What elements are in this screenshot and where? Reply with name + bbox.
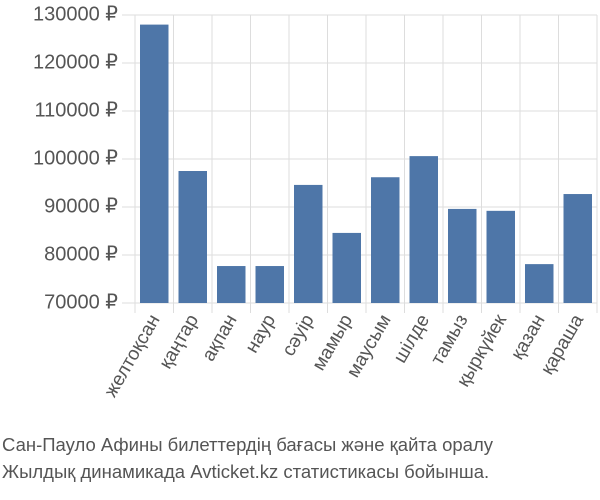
x-tick-label: қаңтар xyxy=(155,311,203,373)
x-tick-label: желтоқсан xyxy=(101,311,165,401)
y-tick-label: 80000 ₽ xyxy=(44,243,118,265)
bar xyxy=(178,171,207,303)
chart-title: Сан-Пауло Афины билеттердің бағасы және … xyxy=(2,434,494,455)
bar xyxy=(255,266,284,303)
bar xyxy=(448,208,477,303)
x-tick-label: сәуір xyxy=(278,311,318,360)
bar xyxy=(371,177,400,303)
bar xyxy=(140,24,169,303)
bar xyxy=(563,194,592,303)
y-tick-label: 130000 ₽ xyxy=(33,3,118,25)
bar xyxy=(486,210,515,303)
y-tick-label: 100000 ₽ xyxy=(33,147,118,169)
bar xyxy=(217,266,246,303)
y-tick-label: 110000 ₽ xyxy=(34,99,118,121)
y-tick-label: 90000 ₽ xyxy=(44,195,118,217)
x-tick-label: ақпан xyxy=(198,311,241,365)
bar xyxy=(332,232,361,303)
y-tick-label: 120000 ₽ xyxy=(33,51,118,73)
chart-subtitle: Жылдық динамикада Avticket.kz статистика… xyxy=(2,461,489,482)
bar xyxy=(294,184,323,303)
x-tick-label: наур xyxy=(242,311,281,357)
y-tick-label: 70000 ₽ xyxy=(44,291,118,313)
bar xyxy=(525,264,554,303)
bar xyxy=(409,156,438,303)
